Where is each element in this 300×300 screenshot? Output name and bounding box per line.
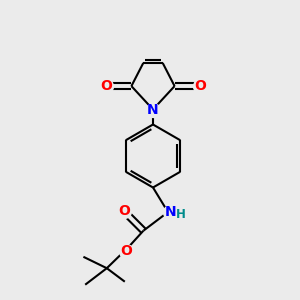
Text: O: O bbox=[100, 79, 112, 92]
Text: O: O bbox=[118, 204, 130, 218]
Text: O: O bbox=[194, 79, 206, 92]
Text: H: H bbox=[176, 208, 185, 221]
Text: N: N bbox=[165, 205, 176, 219]
Text: O: O bbox=[120, 244, 132, 258]
Text: N: N bbox=[147, 103, 159, 116]
